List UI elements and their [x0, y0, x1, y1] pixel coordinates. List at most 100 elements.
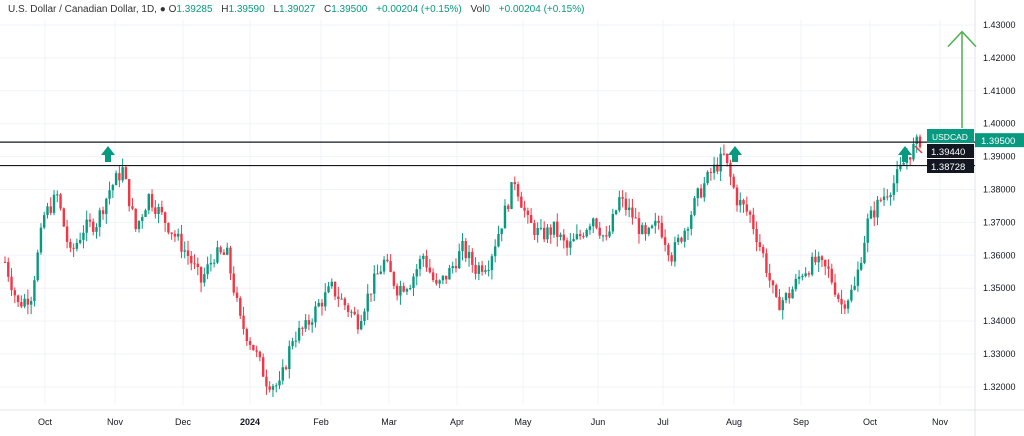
candle-body — [775, 285, 778, 297]
candle-body — [549, 227, 552, 235]
candle-body — [340, 298, 343, 300]
legend-high: 1.39590 — [228, 4, 265, 15]
candle-body — [226, 247, 229, 255]
x-tick-label: Dec — [175, 417, 192, 427]
candle-body — [869, 210, 873, 219]
y-tick-label: 1.36000 — [983, 250, 1016, 260]
candle-body — [886, 196, 889, 198]
candle-body — [641, 225, 644, 234]
candle-body — [742, 200, 745, 205]
candle-body — [817, 256, 820, 263]
candle-body — [686, 228, 690, 231]
candle-body — [703, 183, 706, 198]
candle-body — [582, 236, 585, 238]
candle-body — [810, 256, 814, 275]
candle-body — [366, 293, 369, 312]
candle-body — [797, 276, 801, 279]
candle-body — [291, 341, 294, 347]
y-tick-label: 1.43000 — [983, 20, 1016, 30]
candle-body — [288, 346, 291, 370]
candle-body — [131, 206, 134, 209]
candle-body — [667, 244, 670, 256]
candle-body — [33, 280, 36, 302]
candle-body — [248, 341, 252, 345]
candle-body — [706, 171, 709, 184]
red-mark-line — [914, 145, 923, 154]
candle-body — [29, 301, 33, 305]
candle-body — [542, 227, 546, 240]
legend-logo-icon: ● — [159, 4, 166, 15]
y-tick-label: 1.38000 — [983, 185, 1016, 195]
level-price-label: 1.39440 — [931, 147, 965, 158]
candle-body — [373, 273, 376, 294]
candle-body — [876, 199, 879, 218]
candle-body — [915, 136, 918, 144]
candle-body — [572, 239, 575, 242]
candle-body — [487, 270, 490, 272]
candle-body — [781, 300, 784, 311]
candle-body — [392, 272, 396, 286]
candle-body — [36, 252, 39, 281]
candle-body — [804, 273, 807, 277]
candle-body — [412, 276, 415, 288]
y-tick-label: 1.35000 — [983, 283, 1016, 293]
candle-body — [173, 233, 177, 237]
candle-body — [683, 230, 686, 242]
candle-body — [814, 256, 817, 263]
candle-body — [232, 273, 235, 293]
candle-body — [428, 267, 432, 273]
candle-body — [791, 289, 794, 299]
candle-body — [493, 246, 497, 257]
candle-body — [716, 164, 719, 172]
candle-body — [239, 297, 242, 316]
candle-body — [105, 198, 108, 215]
candle-body — [108, 190, 111, 199]
candle-body — [559, 234, 562, 237]
candle-body — [180, 233, 183, 252]
candle-body — [49, 206, 52, 213]
candle-body — [118, 173, 121, 181]
candle-body — [137, 220, 141, 230]
candle-body — [418, 259, 422, 270]
candle-body — [206, 264, 209, 275]
candle-body — [778, 296, 781, 311]
candle-body — [39, 227, 43, 253]
candle-body — [304, 320, 307, 329]
candle-body — [680, 237, 683, 242]
candle-body — [546, 227, 549, 240]
x-tick-label: Nov — [932, 417, 949, 427]
level-price-tag — [927, 144, 974, 158]
candle-body — [650, 225, 654, 228]
candle-body — [422, 255, 425, 260]
y-tick-label: 1.32000 — [983, 382, 1016, 392]
candle-body — [271, 386, 275, 390]
candle-body — [611, 214, 615, 232]
target-arrow-head-icon — [947, 30, 977, 48]
candle-body — [833, 282, 837, 295]
candle-body — [879, 199, 882, 201]
candle-body — [755, 229, 758, 243]
candle-body — [88, 219, 92, 222]
candle-body — [301, 327, 304, 329]
candle-body — [729, 163, 732, 177]
symbol-label: USDCAD — [932, 132, 968, 142]
up-arrow-icon — [728, 146, 742, 162]
candle-body — [72, 247, 75, 249]
candle-body — [350, 311, 353, 313]
candle-body — [899, 164, 902, 170]
candle-body — [820, 256, 824, 260]
candle-body — [216, 247, 219, 263]
candle-body — [621, 197, 624, 199]
candle-body — [127, 179, 131, 207]
candle-body — [369, 293, 373, 295]
candle-body — [16, 295, 20, 303]
candle-body — [866, 218, 869, 243]
up-arrow-icon — [101, 146, 115, 162]
candle-body — [748, 211, 752, 215]
candle-body — [307, 320, 311, 325]
candle-body — [601, 235, 605, 237]
candle-body — [235, 292, 239, 298]
candle-body — [771, 280, 775, 286]
